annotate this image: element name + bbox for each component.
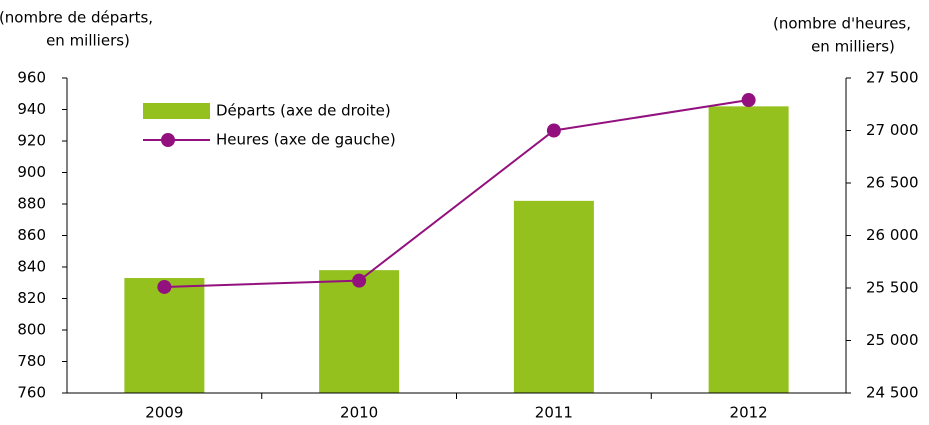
marker xyxy=(157,279,172,294)
y-tick-label: 780 xyxy=(17,352,46,370)
y2-tick-label: 27 500 xyxy=(866,69,919,87)
y-axis-title: en milliers) xyxy=(46,32,130,50)
y2-tick-label: 25 000 xyxy=(866,331,919,349)
y-tick-label: 960 xyxy=(17,69,46,87)
y-axis-title: (nombre de départs, xyxy=(0,9,153,27)
y-tick-label: 760 xyxy=(17,384,46,402)
y-tick-label: 880 xyxy=(17,195,46,213)
y-tick-label: 940 xyxy=(17,100,46,118)
marker xyxy=(352,273,367,288)
legend-swatch xyxy=(161,133,175,147)
marker xyxy=(741,93,756,108)
legend-swatch xyxy=(143,103,210,119)
y2-tick-label: 27 000 xyxy=(866,121,919,139)
x-tick-label: 2009 xyxy=(145,404,183,422)
marker xyxy=(546,123,561,138)
bar xyxy=(708,106,789,393)
y2-axis-title: en milliers) xyxy=(811,38,895,56)
y2-tick-label: 26 500 xyxy=(866,174,919,192)
y2-tick-label: 26 000 xyxy=(866,226,919,244)
y-tick-label: 800 xyxy=(17,321,46,339)
legend-label: Départs (axe de droite) xyxy=(216,102,391,120)
y2-tick-label: 25 500 xyxy=(866,279,919,297)
y2-axis-title: (nombre d'heures, xyxy=(773,15,911,33)
line xyxy=(164,99,749,288)
x-tick-label: 2011 xyxy=(535,404,573,422)
y-tick-label: 840 xyxy=(17,258,46,276)
y-tick-label: 900 xyxy=(17,163,46,181)
y-tick-label: 920 xyxy=(17,132,46,150)
x-tick-label: 2010 xyxy=(340,404,378,422)
bar xyxy=(319,270,400,393)
y-tick-label: 820 xyxy=(17,289,46,307)
x-tick-label: 2012 xyxy=(730,404,768,422)
legend-label: Heures (axe de gauche) xyxy=(216,131,396,149)
y-tick-label: 860 xyxy=(17,226,46,244)
bar xyxy=(124,278,205,393)
y2-tick-label: 24 500 xyxy=(866,384,919,402)
bar xyxy=(513,200,594,393)
